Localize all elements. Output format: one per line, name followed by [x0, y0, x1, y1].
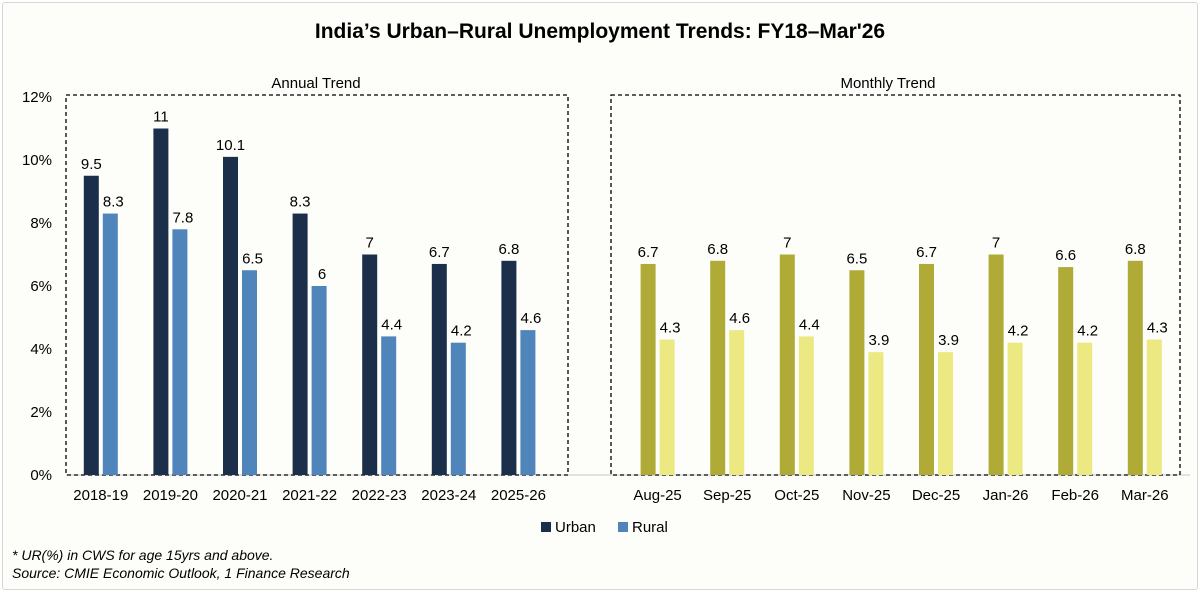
- x-tick-label: Mar-26: [1121, 487, 1169, 504]
- data-label-urban: 7: [992, 235, 1000, 252]
- data-label-rural: 6.5: [242, 250, 263, 267]
- data-label-urban: 6.8: [707, 241, 728, 258]
- legend-swatch-urban: [541, 522, 551, 532]
- x-tick-label: Jan-26: [983, 487, 1029, 504]
- y-tick-label: 0%: [30, 467, 52, 484]
- monthly-panel-box: [610, 94, 1181, 476]
- data-label-rural: 4.2: [1077, 323, 1098, 340]
- data-label-urban: 6.7: [429, 244, 450, 261]
- y-tick-label: 10%: [22, 152, 52, 169]
- data-label-urban: 6.7: [916, 244, 937, 261]
- x-tick-label: 2025-26: [491, 487, 546, 504]
- annual-panel-title: Annual Trend: [271, 75, 360, 92]
- bar-urban: [640, 263, 656, 475]
- bar-urban: [501, 260, 517, 475]
- bar-rural: [242, 270, 257, 475]
- bar-urban: [710, 260, 726, 475]
- chart-title: India’s Urban–Rural Unemployment Trends:…: [315, 20, 885, 43]
- y-tick-label: 4%: [30, 341, 52, 358]
- bars: 2018-19 9.5 8.3 2019-20 11 7.8 2020-21 10.1 6.5 2…: [73, 109, 1168, 505]
- x-tick-label: 2019-20: [143, 487, 198, 504]
- bar-urban: [1058, 267, 1074, 475]
- data-label-rural: 7.8: [172, 209, 193, 226]
- data-label-rural: 3.9: [868, 332, 889, 349]
- x-tick-label: 2021-22: [282, 487, 337, 504]
- data-label-rural: 4.4: [799, 316, 820, 333]
- x-tick-label: 2023-24: [421, 487, 476, 504]
- bar-rural: [1077, 342, 1093, 475]
- x-tick-label: Sep-25: [703, 487, 751, 504]
- y-tick-label: 12%: [22, 89, 52, 106]
- bar-urban: [431, 263, 447, 475]
- legend-label-urban: Urban: [555, 519, 596, 536]
- data-label-rural: 4.3: [1147, 320, 1168, 337]
- bar-urban: [988, 254, 1004, 475]
- data-label-rural: 4.4: [381, 316, 402, 333]
- data-label-urban: 11: [153, 109, 169, 126]
- data-label-rural: 6: [318, 266, 326, 283]
- data-label-urban: 6.7: [638, 244, 659, 261]
- x-tick-label: Nov-25: [842, 487, 890, 504]
- bar-urban: [919, 263, 934, 475]
- data-label-urban: 6.8: [498, 241, 519, 258]
- bar-urban: [83, 175, 99, 475]
- legend: Urban Rural: [541, 519, 668, 536]
- bar-rural: [172, 229, 188, 475]
- bar-rural: [520, 330, 536, 475]
- bar-rural: [311, 286, 327, 475]
- bar-rural: [1007, 342, 1023, 475]
- bar-rural: [1146, 339, 1162, 475]
- source-note: Source: CMIE Economic Outlook, 1 Finance…: [12, 565, 350, 581]
- data-label-urban: 10.1: [216, 137, 245, 154]
- data-label-urban: 6.6: [1055, 247, 1076, 264]
- data-label-urban: 9.5: [81, 156, 102, 173]
- y-tick-label: 8%: [30, 215, 52, 232]
- y-tick-label: 6%: [30, 278, 52, 295]
- data-label-rural: 8.3: [103, 194, 124, 211]
- x-tick-label: 2020-21: [212, 487, 267, 504]
- data-label-rural: 4.2: [1008, 323, 1029, 340]
- data-label-rural: 3.9: [938, 332, 959, 349]
- x-tick-label: 2018-19: [73, 487, 128, 504]
- monthly-panel-title: Monthly Trend: [840, 75, 935, 92]
- data-label-urban: 8.3: [290, 194, 311, 211]
- bar-rural: [729, 330, 745, 475]
- bar-rural: [450, 342, 466, 475]
- bar-rural: [381, 336, 397, 475]
- bar-rural: [659, 339, 675, 475]
- bar-urban: [849, 270, 865, 475]
- data-label-urban: 6.5: [846, 250, 867, 267]
- x-tick-label: Dec-25: [912, 487, 960, 504]
- footnote: * UR(%) in CWS for age 15yrs and above.: [12, 547, 273, 563]
- bar-rural: [102, 213, 118, 476]
- data-label-rural: 4.6: [729, 310, 750, 327]
- bar-urban: [153, 128, 169, 475]
- data-label-rural: 4.2: [451, 323, 472, 340]
- bar-rural: [798, 336, 814, 475]
- data-label-urban: 6.8: [1125, 241, 1146, 258]
- data-label-rural: 4.6: [520, 310, 541, 327]
- legend-swatch-rural: [618, 522, 628, 532]
- data-label-urban: 7: [366, 235, 374, 252]
- bar-urban: [362, 254, 378, 475]
- data-label-urban: 7: [783, 235, 791, 252]
- y-tick-label: 2%: [30, 404, 52, 421]
- bar-rural: [868, 352, 884, 475]
- bar-urban: [292, 213, 308, 476]
- bar-rural: [938, 352, 953, 475]
- x-tick-label: Aug-25: [633, 487, 681, 504]
- bar-urban: [223, 156, 238, 475]
- x-tick-label: 2022-23: [352, 487, 407, 504]
- data-label-rural: 4.3: [660, 320, 681, 337]
- bar-urban: [1127, 260, 1143, 475]
- y-axis: 0% 2% 4% 6% 8% 10% 12%: [22, 89, 52, 484]
- x-tick-label: Oct-25: [774, 487, 819, 504]
- legend-label-rural: Rural: [632, 519, 668, 536]
- x-tick-label: Feb-26: [1051, 487, 1099, 504]
- bar-urban: [779, 254, 795, 475]
